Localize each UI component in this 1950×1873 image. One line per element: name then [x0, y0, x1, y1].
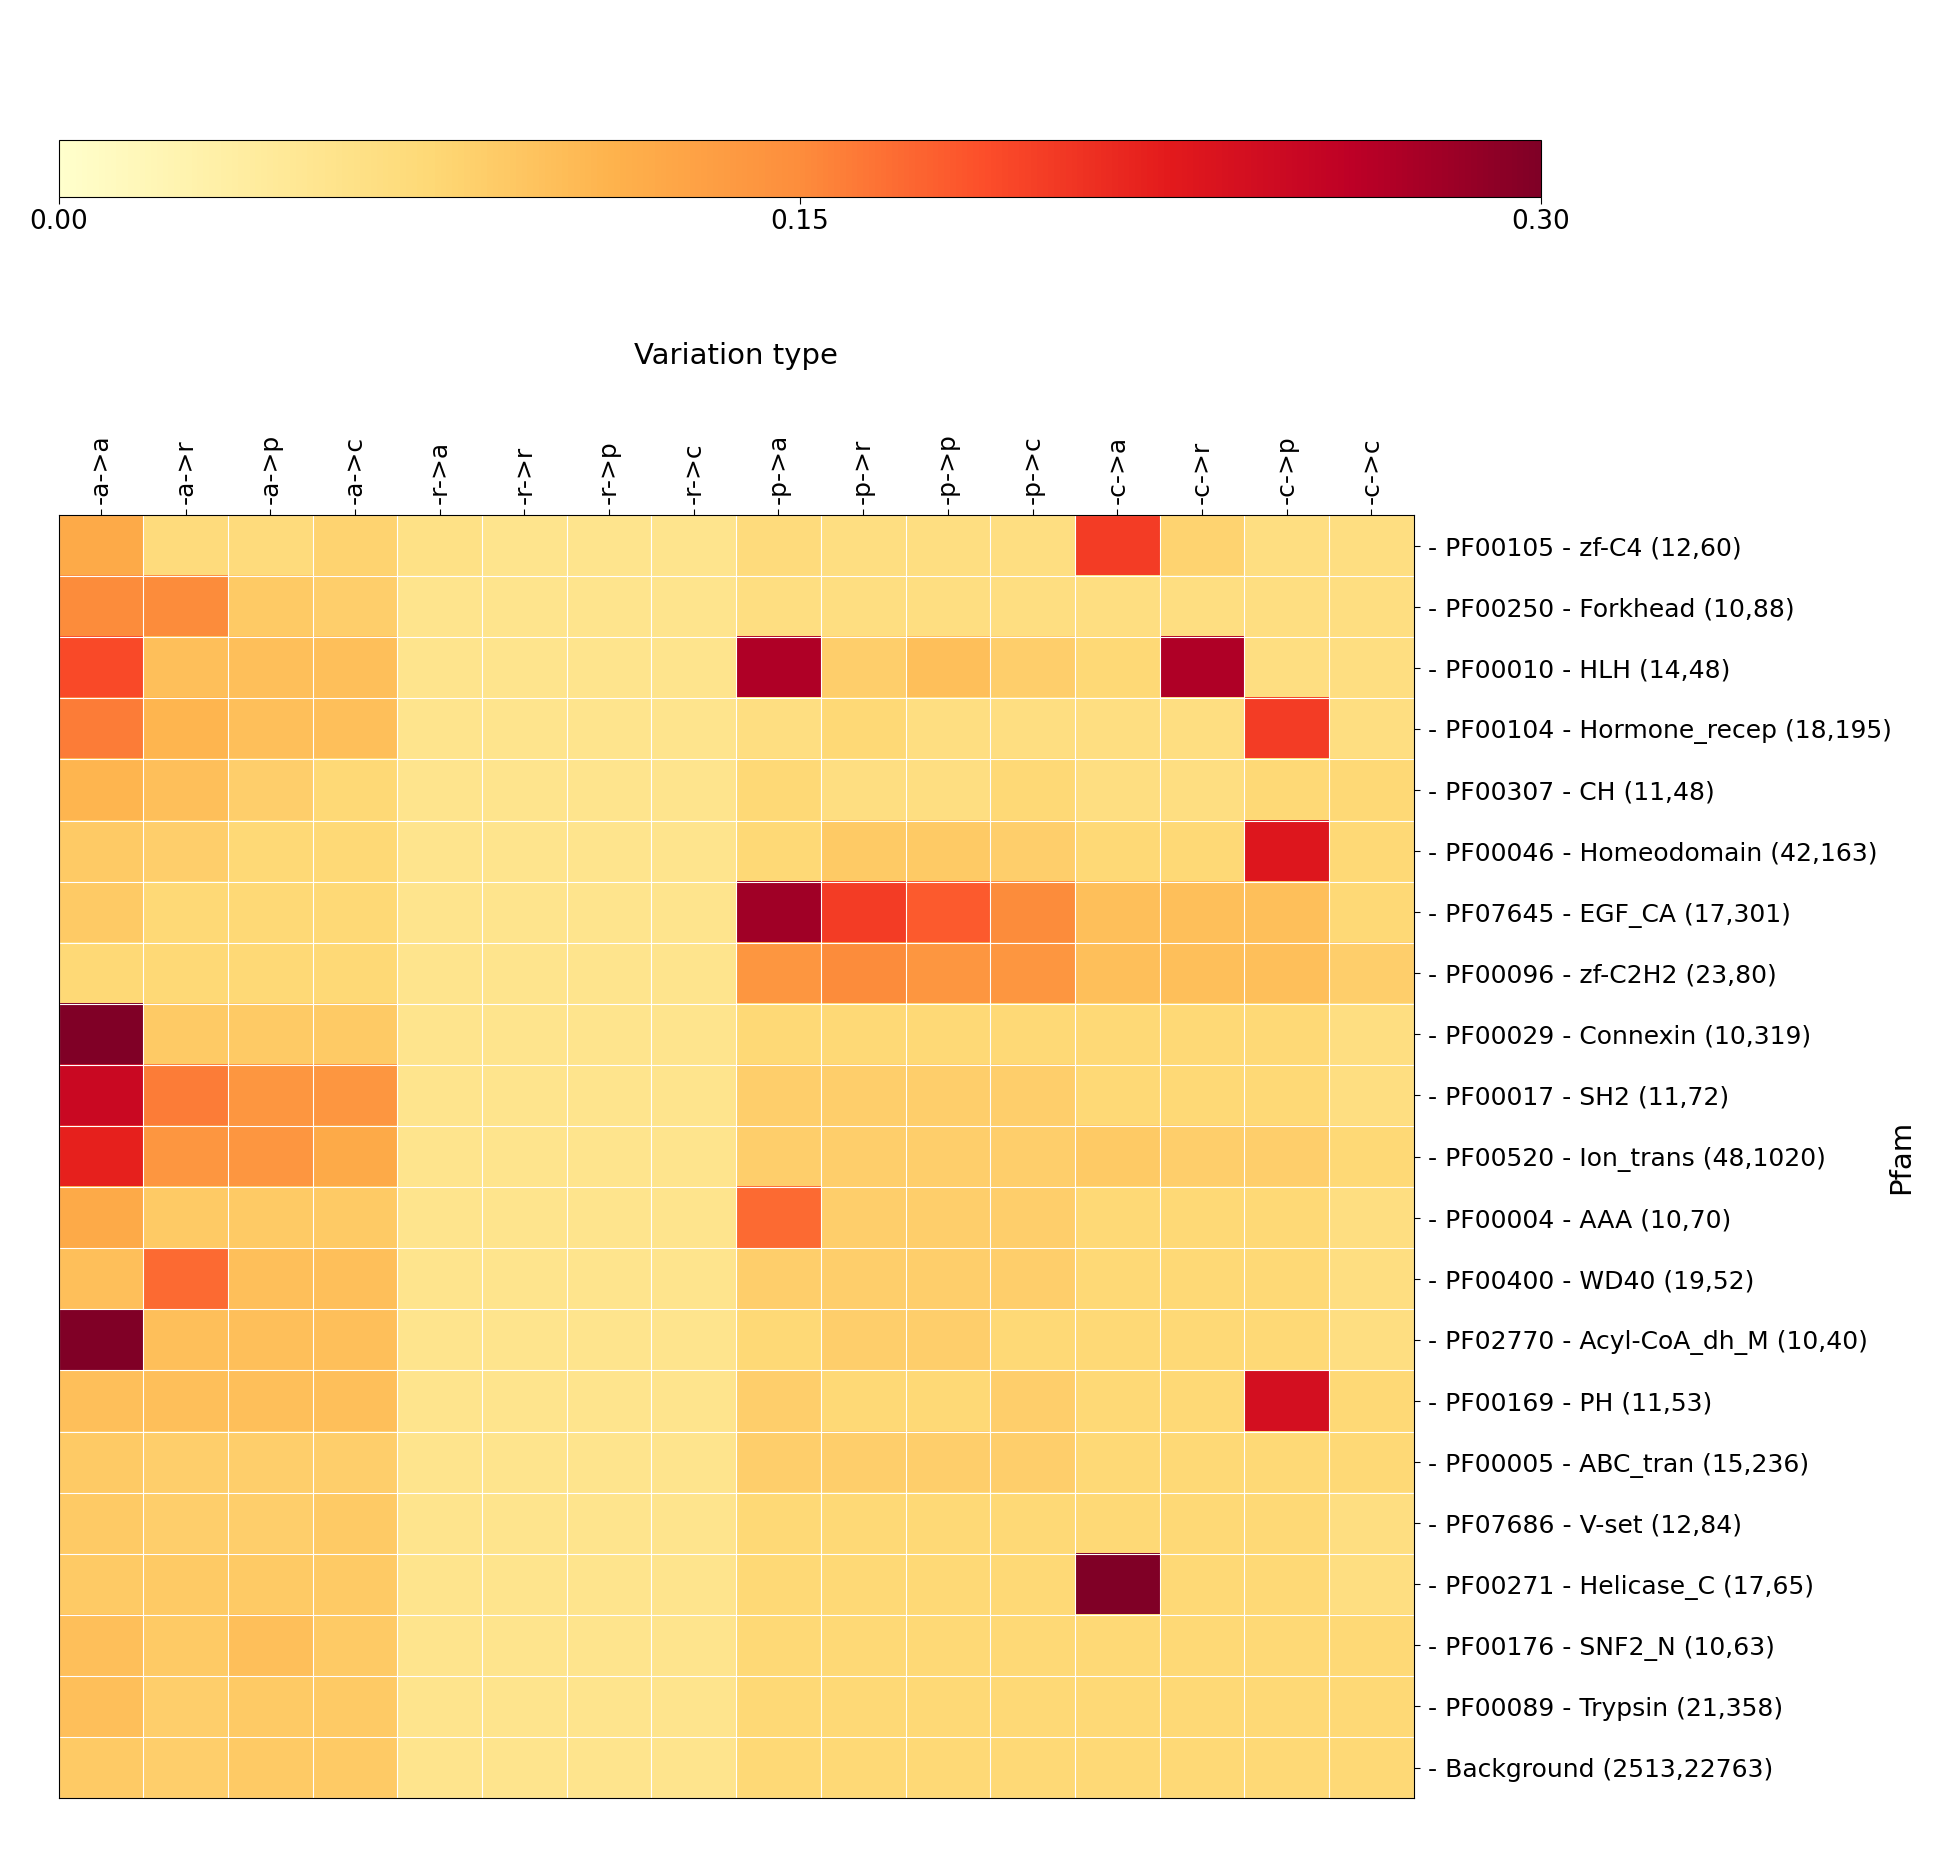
Text: Pfam: Pfam — [1888, 1120, 1915, 1193]
Text: Variation type: Variation type — [634, 343, 838, 369]
